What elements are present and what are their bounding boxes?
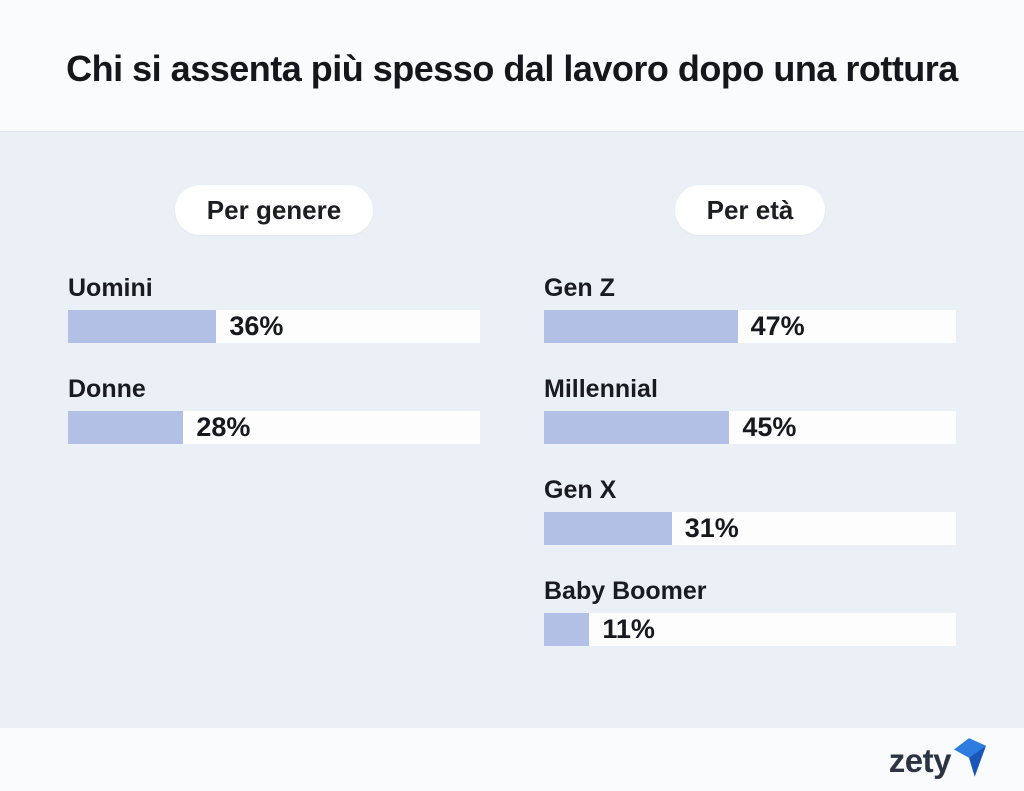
- bar-label: Millennial: [544, 375, 658, 403]
- zety-wordmark: zety: [888, 741, 952, 779]
- bar-label: Baby Boomer: [544, 577, 707, 605]
- bar-row: Gen X 31%: [544, 475, 956, 545]
- bar-fill: [544, 411, 730, 444]
- bar-value: 11%: [602, 614, 655, 644]
- bar-value: 36%: [229, 311, 284, 341]
- footer: zety: [0, 728, 1024, 791]
- bar-value: 31%: [684, 513, 739, 543]
- page-title: Chi si assenta più spesso dal lavoro dop…: [66, 47, 958, 89]
- bar-fill: [544, 613, 590, 646]
- bar-track: 31%: [544, 512, 956, 545]
- bar-label: Gen X: [544, 476, 617, 504]
- bar-fill: [68, 310, 217, 343]
- bar-rows: Uomini 36% Donne 28%: [68, 273, 480, 444]
- bar-fill: [544, 310, 738, 343]
- bar-label: Uomini: [68, 274, 153, 302]
- bar-fill: [544, 512, 672, 545]
- pill-wrap: Per età: [544, 185, 956, 235]
- bar-track: 36%: [68, 310, 480, 343]
- bar-value: 28%: [196, 412, 251, 442]
- bar-label: Donne: [68, 375, 146, 403]
- zety-logo: zety: [889, 736, 986, 784]
- bar-track: 45%: [544, 411, 956, 444]
- group-title-badge: Per genere: [174, 185, 374, 235]
- zety-arrow-icon: [954, 737, 986, 777]
- bar-row: Gen Z 47%: [544, 273, 956, 343]
- bar-track: 28%: [68, 411, 480, 444]
- bar-fill: [68, 411, 184, 444]
- bar-value: 45%: [742, 412, 797, 442]
- bar-track: 47%: [544, 310, 956, 343]
- bar-label: Gen Z: [544, 274, 615, 302]
- header: Chi si assenta più spesso dal lavoro dop…: [0, 0, 1024, 132]
- chart-group-gender: Per genere Uomini 36% Donne 28%: [68, 132, 480, 475]
- bar-row: Millennial 45%: [544, 374, 956, 444]
- bar-row: Uomini 36%: [68, 273, 480, 343]
- chart-group-age: Per età Gen Z 47% Millennial 45% Gen X: [544, 132, 956, 677]
- bar-rows: Gen Z 47% Millennial 45% Gen X 31%: [544, 273, 956, 646]
- group-title-badge: Per età: [674, 185, 826, 235]
- bar-value: 47%: [750, 311, 805, 341]
- pill-wrap: Per genere: [68, 185, 480, 235]
- bar-track: 11%: [544, 613, 956, 646]
- bar-row: Baby Boomer 11%: [544, 576, 956, 646]
- bar-row: Donne 28%: [68, 374, 480, 444]
